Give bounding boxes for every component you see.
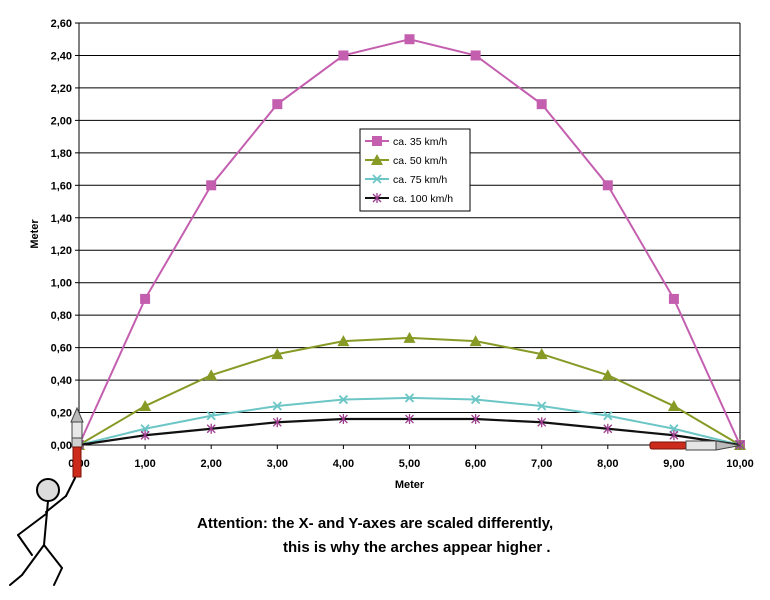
horizontal-pen-icon [649, 440, 741, 451]
series-ca-35-km-h [74, 34, 745, 450]
stick-figure-illustration [9, 406, 741, 586]
y-tick-label: 1,20 [51, 245, 72, 257]
x-tick-label: 5,00 [399, 458, 420, 470]
axes [75, 22, 741, 449]
marker-square [272, 99, 283, 110]
marker-square [372, 136, 382, 146]
marker-x [537, 401, 547, 411]
x-tick-label: 9,00 [663, 458, 684, 470]
scaling-note-line-2: this is why the arches appear higher . [283, 539, 551, 556]
marker-triangle [535, 348, 548, 360]
marker-triangle [271, 348, 284, 360]
marker-square [140, 293, 151, 304]
x-axis-title: Meter [395, 479, 425, 491]
y-tick-label: 2,40 [51, 50, 72, 62]
legend-label: ca. 50 km/h [393, 155, 447, 167]
marker-star [372, 193, 382, 203]
x-tick-label: 4,00 [333, 458, 354, 470]
y-tick-label: 1,00 [51, 278, 72, 290]
y-tick-label: 1,40 [51, 213, 72, 225]
marker-star [272, 417, 282, 428]
marker-x [206, 411, 216, 421]
marker-square [668, 293, 679, 304]
y-tick-label: 0,40 [51, 375, 72, 387]
marker-triangle [205, 369, 218, 381]
legend: ca. 35 km/h ca. 50 km/h ca. 75 km/h ca. 100… [359, 128, 471, 212]
series-line [78, 336, 741, 446]
y-tick-label: 0,80 [51, 310, 72, 322]
marker-triangle [403, 331, 416, 343]
y-axis-title: Meter [29, 219, 41, 249]
marker-star [140, 430, 150, 441]
marker-star [338, 414, 348, 425]
x-tick-label: 2,00 [200, 458, 221, 470]
y-tick-label: 2,60 [51, 18, 72, 30]
x-tick-label: 6,00 [465, 458, 486, 470]
marker-triangle [601, 369, 614, 381]
legend-label: ca. 35 km/h [393, 136, 447, 148]
marker-star [405, 414, 414, 425]
y-tick-label: 2,20 [51, 83, 72, 95]
marker-x [338, 394, 349, 405]
marker-x [470, 394, 481, 405]
stick-figure [9, 477, 76, 586]
legend-item: ca. 50 km/h [365, 154, 447, 167]
marker-x [603, 411, 613, 421]
marker-square [536, 99, 547, 110]
x-tick-label: 1,00 [134, 458, 155, 470]
marker-triangle [337, 335, 350, 347]
marker-star [669, 430, 679, 441]
y-tick-label: 1,80 [51, 148, 72, 160]
legend-label: ca. 100 km/h [393, 193, 453, 205]
marker-star [603, 423, 613, 434]
series-lines [73, 34, 746, 450]
marker-star [471, 414, 481, 425]
marker-triangle [371, 154, 383, 165]
marker-x [669, 424, 679, 434]
legend-item: ca. 75 km/h [365, 174, 447, 186]
series-ca-100-km-h [74, 414, 745, 450]
x-tick-label: 10,00 [726, 458, 754, 470]
marker-x [372, 174, 382, 184]
scaling-note-line-1: Attention: the X- and Y-axes are scaled … [197, 515, 554, 532]
marker-triangle [139, 400, 152, 412]
marker-x [140, 424, 150, 434]
x-tick-label: 7,00 [531, 458, 552, 470]
series-line [78, 38, 741, 446]
marker-square [404, 34, 415, 45]
y-tick-label: 2,00 [51, 115, 72, 127]
y-tick-label: 0,00 [51, 440, 72, 452]
legend-label: ca. 75 km/h [393, 174, 447, 186]
marker-star [537, 417, 547, 428]
y-tick-label: 0,60 [51, 343, 72, 355]
marker-square [206, 180, 217, 191]
marker-x [404, 393, 415, 403]
x-tick-label: 8,00 [597, 458, 618, 470]
marker-star [206, 423, 216, 434]
legend-item: ca. 35 km/h [365, 136, 447, 148]
marker-square [470, 50, 481, 61]
marker-x [272, 401, 282, 411]
x-tick-label: 3,00 [267, 458, 288, 470]
y-tick-label: 1,60 [51, 180, 72, 192]
legend-item: ca. 100 km/h [365, 193, 453, 205]
marker-triangle [469, 335, 482, 347]
marker-triangle [667, 400, 680, 412]
pencil-icon [70, 406, 84, 478]
marker-square [602, 180, 613, 191]
marker-square [338, 50, 349, 61]
grid-lines [79, 22, 740, 446]
y-tick-label: 0,20 [51, 408, 72, 420]
tick-labels: 0,00 0,20 0,40 0,60 0,80 1,00 1,20 1,40 1,60 1,80… [29, 18, 754, 491]
